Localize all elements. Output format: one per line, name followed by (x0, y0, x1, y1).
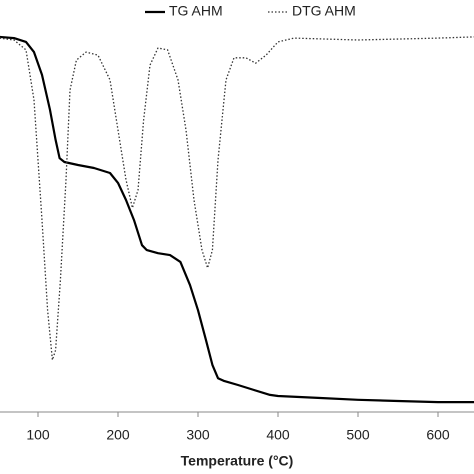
x-tick-label: 100 (26, 427, 50, 443)
x-tick-label: 200 (106, 427, 130, 443)
x-axis-label: Temperature (°C) (181, 453, 294, 469)
x-tick-label: 600 (426, 427, 450, 443)
legend-label: TG AHM (169, 3, 223, 19)
legend-label: DTG AHM (292, 3, 356, 19)
x-tick-label: 400 (266, 427, 290, 443)
x-tick-label: 500 (346, 427, 370, 443)
series-line (0, 36, 474, 361)
x-tick-label: 300 (186, 427, 210, 443)
series-line (0, 35, 474, 404)
